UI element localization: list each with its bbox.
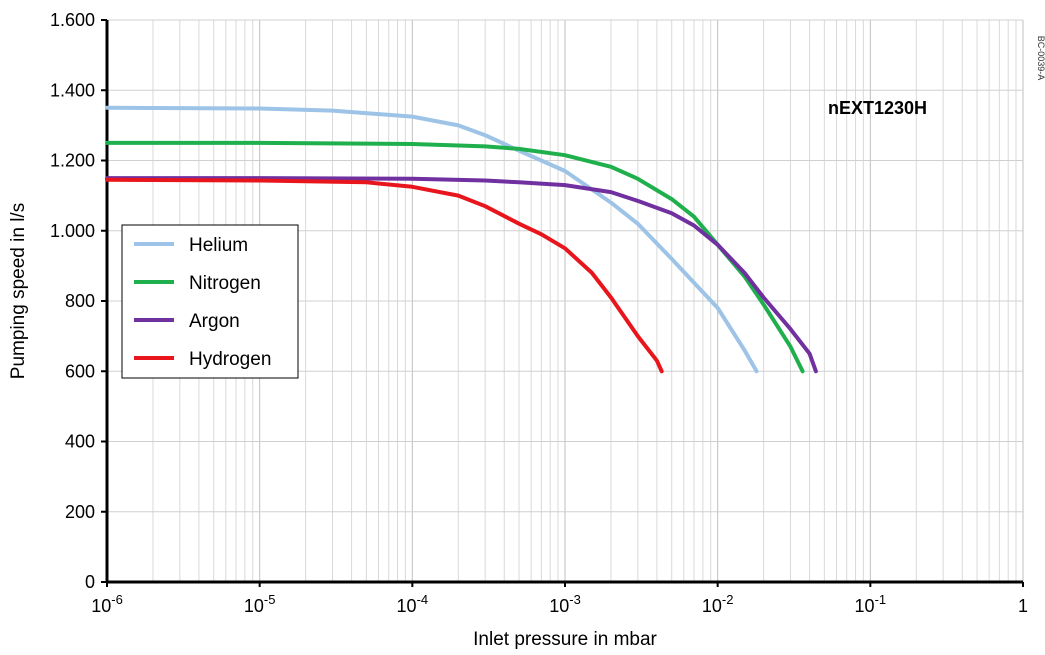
series-line-argon bbox=[105, 176, 818, 374]
x-tick-label: 1 bbox=[1018, 596, 1028, 616]
legend-label-hydrogen: Hydrogen bbox=[189, 349, 271, 370]
y-tick-label: 1.200 bbox=[50, 151, 95, 171]
y-tick-label: 1.000 bbox=[50, 221, 95, 241]
axes bbox=[101, 19, 1024, 587]
y-tick-label: 400 bbox=[65, 432, 95, 452]
legend-label-nitrogen: Nitrogen bbox=[189, 273, 261, 294]
x-tick-label: 10-1 bbox=[855, 592, 887, 616]
x-tick-label: 10-4 bbox=[397, 592, 429, 616]
y-tick-label: 200 bbox=[65, 502, 95, 522]
tick-labels: 0 200 400 600 800 1.000 1.200 1.400 1.600 10-6 10-… bbox=[50, 10, 1028, 616]
series-line-hydrogen bbox=[105, 177, 664, 374]
legend-label-helium: Helium bbox=[189, 235, 248, 256]
x-axis-title: Inlet pressure in mbar bbox=[473, 629, 657, 650]
y-tick-label: 800 bbox=[65, 291, 95, 311]
model-annotation: nEXT1230H bbox=[828, 98, 927, 118]
y-tick-label: 600 bbox=[65, 361, 95, 381]
series-line-nitrogen bbox=[105, 140, 805, 374]
series-lines bbox=[105, 105, 818, 374]
x-tick-label: 10-3 bbox=[549, 592, 581, 616]
y-tick-label: 1.600 bbox=[50, 10, 95, 30]
legend-box bbox=[121, 224, 299, 379]
y-tick-label: 1.400 bbox=[50, 80, 95, 100]
y-tick-label: 0 bbox=[85, 572, 95, 592]
series-line-helium bbox=[105, 105, 759, 374]
y-axis-title: Pumping speed in l/s bbox=[8, 203, 29, 379]
legend: Helium Nitrogen Argon Hydrogen bbox=[121, 224, 299, 379]
figure-code-label: BC-0039-A bbox=[1036, 36, 1045, 81]
x-tick-label: 10-6 bbox=[91, 592, 123, 616]
x-tick-label: 10-2 bbox=[702, 592, 734, 616]
legend-label-argon: Argon bbox=[189, 311, 240, 332]
x-tick-label: 10-5 bbox=[244, 592, 276, 616]
